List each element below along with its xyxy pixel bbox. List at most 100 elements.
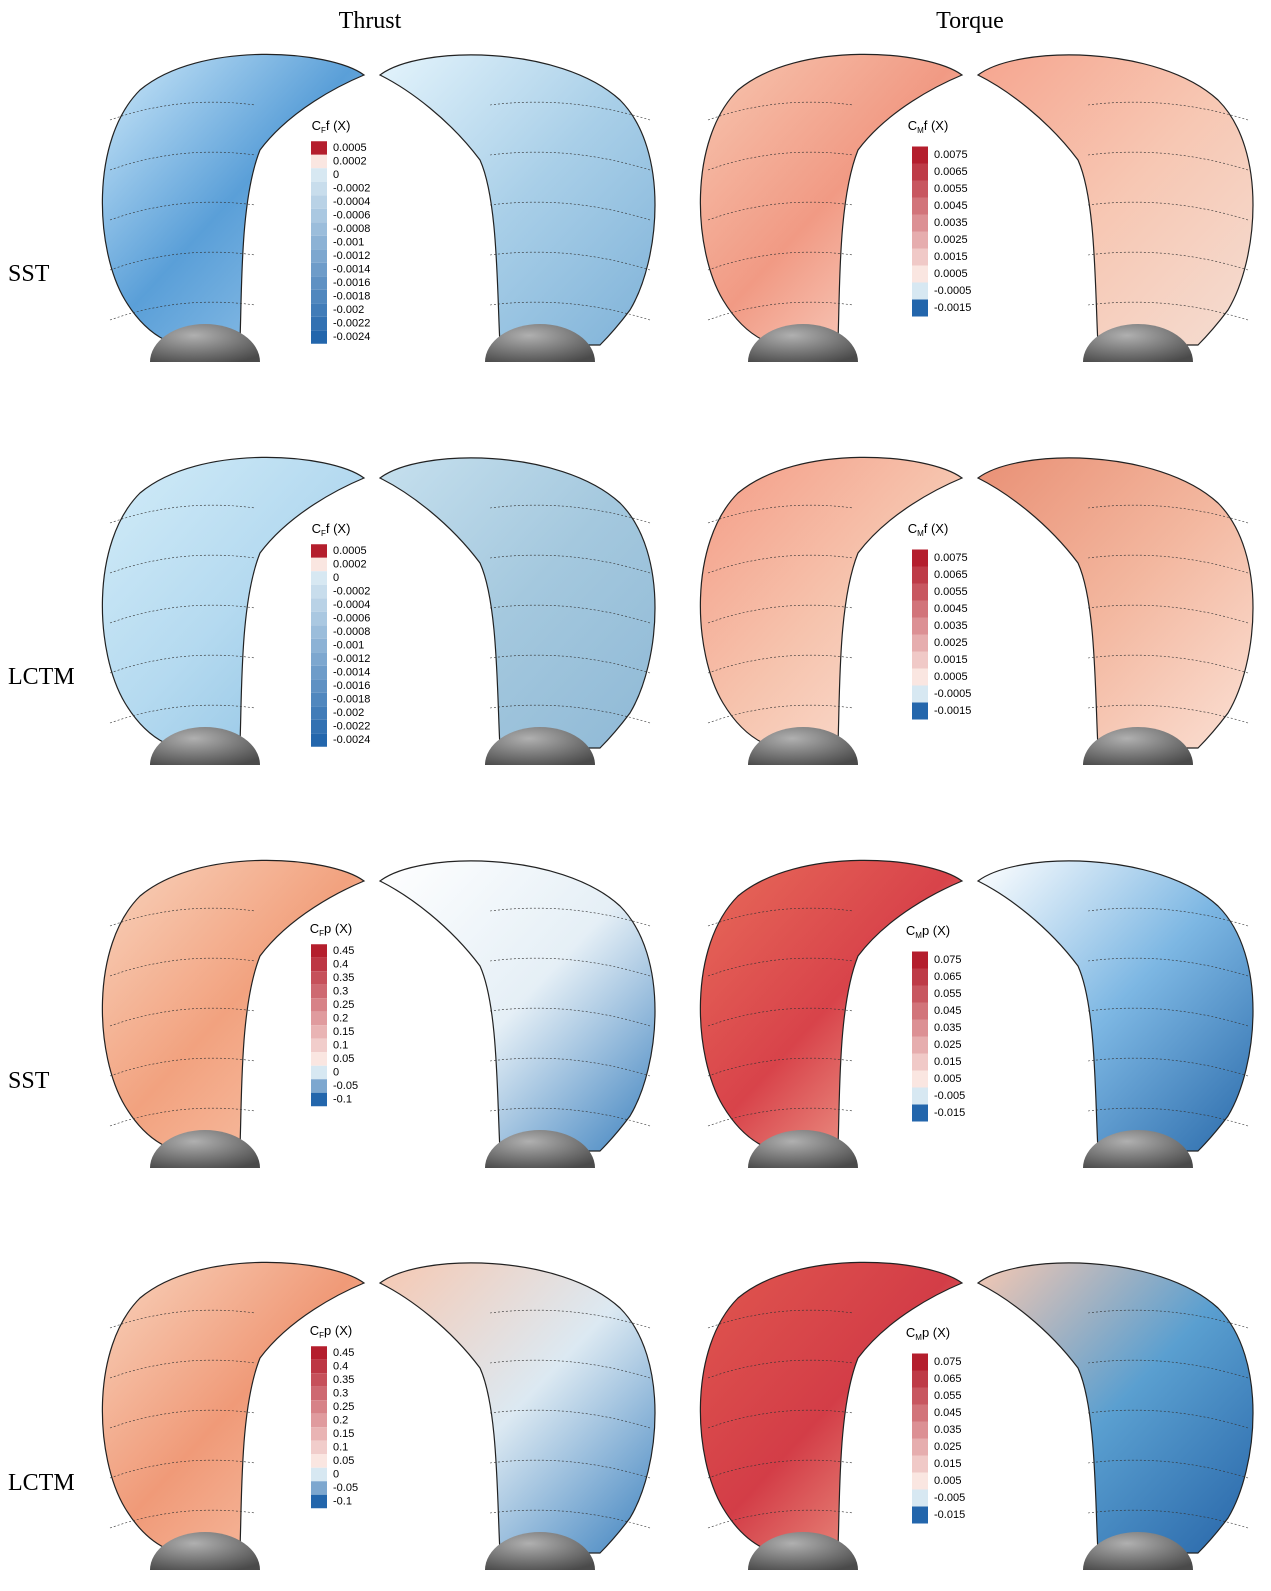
legend-symbol: C	[908, 118, 917, 133]
colorbar-label: 0.0065	[934, 569, 968, 581]
colorbar-label: 0.35	[333, 972, 354, 984]
colorbar-label: 0.0005	[333, 545, 367, 557]
colorbar-label: 0.15	[333, 1428, 354, 1440]
colorbar-segment	[311, 1012, 327, 1026]
colorbar-label: -0.0006	[333, 209, 370, 221]
colorbar-segment	[912, 601, 928, 618]
colorbar-label: 0.0005	[333, 142, 367, 154]
row-label: SST	[8, 261, 50, 287]
legend-symbol: C	[310, 921, 319, 936]
colorbar-label: -0.0006	[333, 612, 370, 624]
colorbar-segment	[912, 1439, 928, 1456]
colorbar-label: 0.2	[333, 1012, 348, 1024]
colorbar-segment	[912, 1473, 928, 1490]
colorbar-segment	[912, 618, 928, 635]
colorbar-label: 0.045	[934, 1407, 962, 1419]
colorbar-label: -0.015	[934, 1107, 965, 1119]
legend-suffix: f (X)	[924, 118, 949, 133]
legend-title: CFf (X)	[312, 118, 351, 135]
colorbar-segment	[311, 1481, 327, 1495]
colorbar-segment	[912, 1507, 928, 1524]
colorbar-segment	[912, 986, 928, 1003]
colorbar-label: 0.055	[934, 988, 962, 1000]
colorbar-segment	[311, 733, 327, 747]
colorbar-segment	[912, 300, 928, 317]
legend-symbol: C	[310, 1323, 319, 1338]
colorbar-label: -0.0018	[333, 693, 370, 705]
colorbar-label: 0.075	[934, 954, 962, 966]
colorbar-label: 0.0005	[934, 671, 968, 683]
blade	[380, 1263, 655, 1553]
colorbar-segment	[311, 1052, 327, 1066]
colorbar-label: 0.035	[934, 1022, 962, 1034]
legend-title: CFp (X)	[310, 921, 352, 938]
colorbar-segment	[311, 971, 327, 985]
colorbar-segment	[311, 585, 327, 599]
colorbar-segment	[311, 1454, 327, 1468]
colorbar-segment	[311, 1387, 327, 1401]
colorbar-segment	[311, 679, 327, 693]
colorbar-label: -0.0008	[333, 626, 370, 638]
colorbar-segment	[912, 232, 928, 249]
colorbar-label: 0.0045	[934, 603, 968, 615]
colorbar-label: -0.0024	[333, 331, 370, 343]
colorbar-segment	[311, 168, 327, 182]
colorbar-segment	[912, 550, 928, 567]
colorbar-label: -0.005	[934, 1492, 965, 1504]
colorbar-segment	[311, 720, 327, 734]
colorbar-label: 0.05	[333, 1053, 354, 1065]
colorbar-label: 0.0025	[934, 234, 968, 246]
colorbar-segment	[912, 1020, 928, 1037]
colorbar-label: -0.005	[934, 1090, 965, 1102]
colorbar-segment	[311, 544, 327, 558]
colorbar-label: -0.0022	[333, 317, 370, 329]
colorbar-label: -0.0024	[333, 734, 370, 746]
legend-title: CMp (X)	[906, 923, 950, 940]
colorbar-label: 0.005	[934, 1475, 962, 1487]
colorbar-label: -0.0005	[934, 688, 971, 700]
colorbar-label: 0.075	[934, 1356, 962, 1368]
row-label: SST	[8, 1068, 50, 1094]
colorbar-segment	[912, 249, 928, 266]
colorbar-segment	[311, 706, 327, 720]
colorbar-segment	[912, 1388, 928, 1405]
row-label: LCTM	[8, 1470, 75, 1496]
colorbar-segment	[311, 155, 327, 169]
colorbar-segment	[311, 944, 327, 958]
column-title: Thrust	[339, 8, 402, 34]
colorbar-label: -0.0015	[934, 302, 971, 314]
colorbar-label: -0.015	[934, 1509, 965, 1521]
colorbar-label: -0.0022	[333, 720, 370, 732]
colorbar-label: 0.0035	[934, 620, 968, 632]
legend-symbol: C	[906, 923, 915, 938]
colorbar-segment	[912, 1071, 928, 1088]
colorbar-label: 0.0075	[934, 149, 968, 161]
colorbar-label: 0.055	[934, 1390, 962, 1402]
colorbar-segment	[311, 1373, 327, 1387]
colorbar-segment	[311, 958, 327, 972]
colorbar-label: 0.0025	[934, 637, 968, 649]
colorbar-label: -0.0012	[333, 250, 370, 262]
colorbar-label: 0.35	[333, 1374, 354, 1386]
colorbar-label: 0.0055	[934, 586, 968, 598]
colorbar-segment	[311, 639, 327, 653]
colorbar-segment	[311, 1039, 327, 1053]
legend-title: CMp (X)	[906, 1325, 950, 1342]
blade	[978, 55, 1253, 345]
colorbar-segment	[311, 1360, 327, 1374]
colorbar-label: -0.001	[333, 236, 364, 248]
colorbar-label: -0.0008	[333, 223, 370, 235]
colorbar-label: -0.0015	[934, 705, 971, 717]
blade	[380, 861, 655, 1151]
colorbar-label: 0.1	[333, 1441, 348, 1453]
colorbar-segment	[311, 209, 327, 223]
colorbar-label: 0	[333, 572, 339, 584]
legend-title: CFp (X)	[310, 1323, 352, 1340]
colorbar-segment	[311, 1414, 327, 1428]
blade	[380, 458, 655, 748]
colorbar-label: -0.0014	[333, 263, 370, 275]
colorbar-segment	[311, 222, 327, 236]
colorbar-label: 0.0002	[333, 558, 367, 570]
colorbar-segment	[912, 703, 928, 720]
colorbar-segment	[912, 952, 928, 969]
